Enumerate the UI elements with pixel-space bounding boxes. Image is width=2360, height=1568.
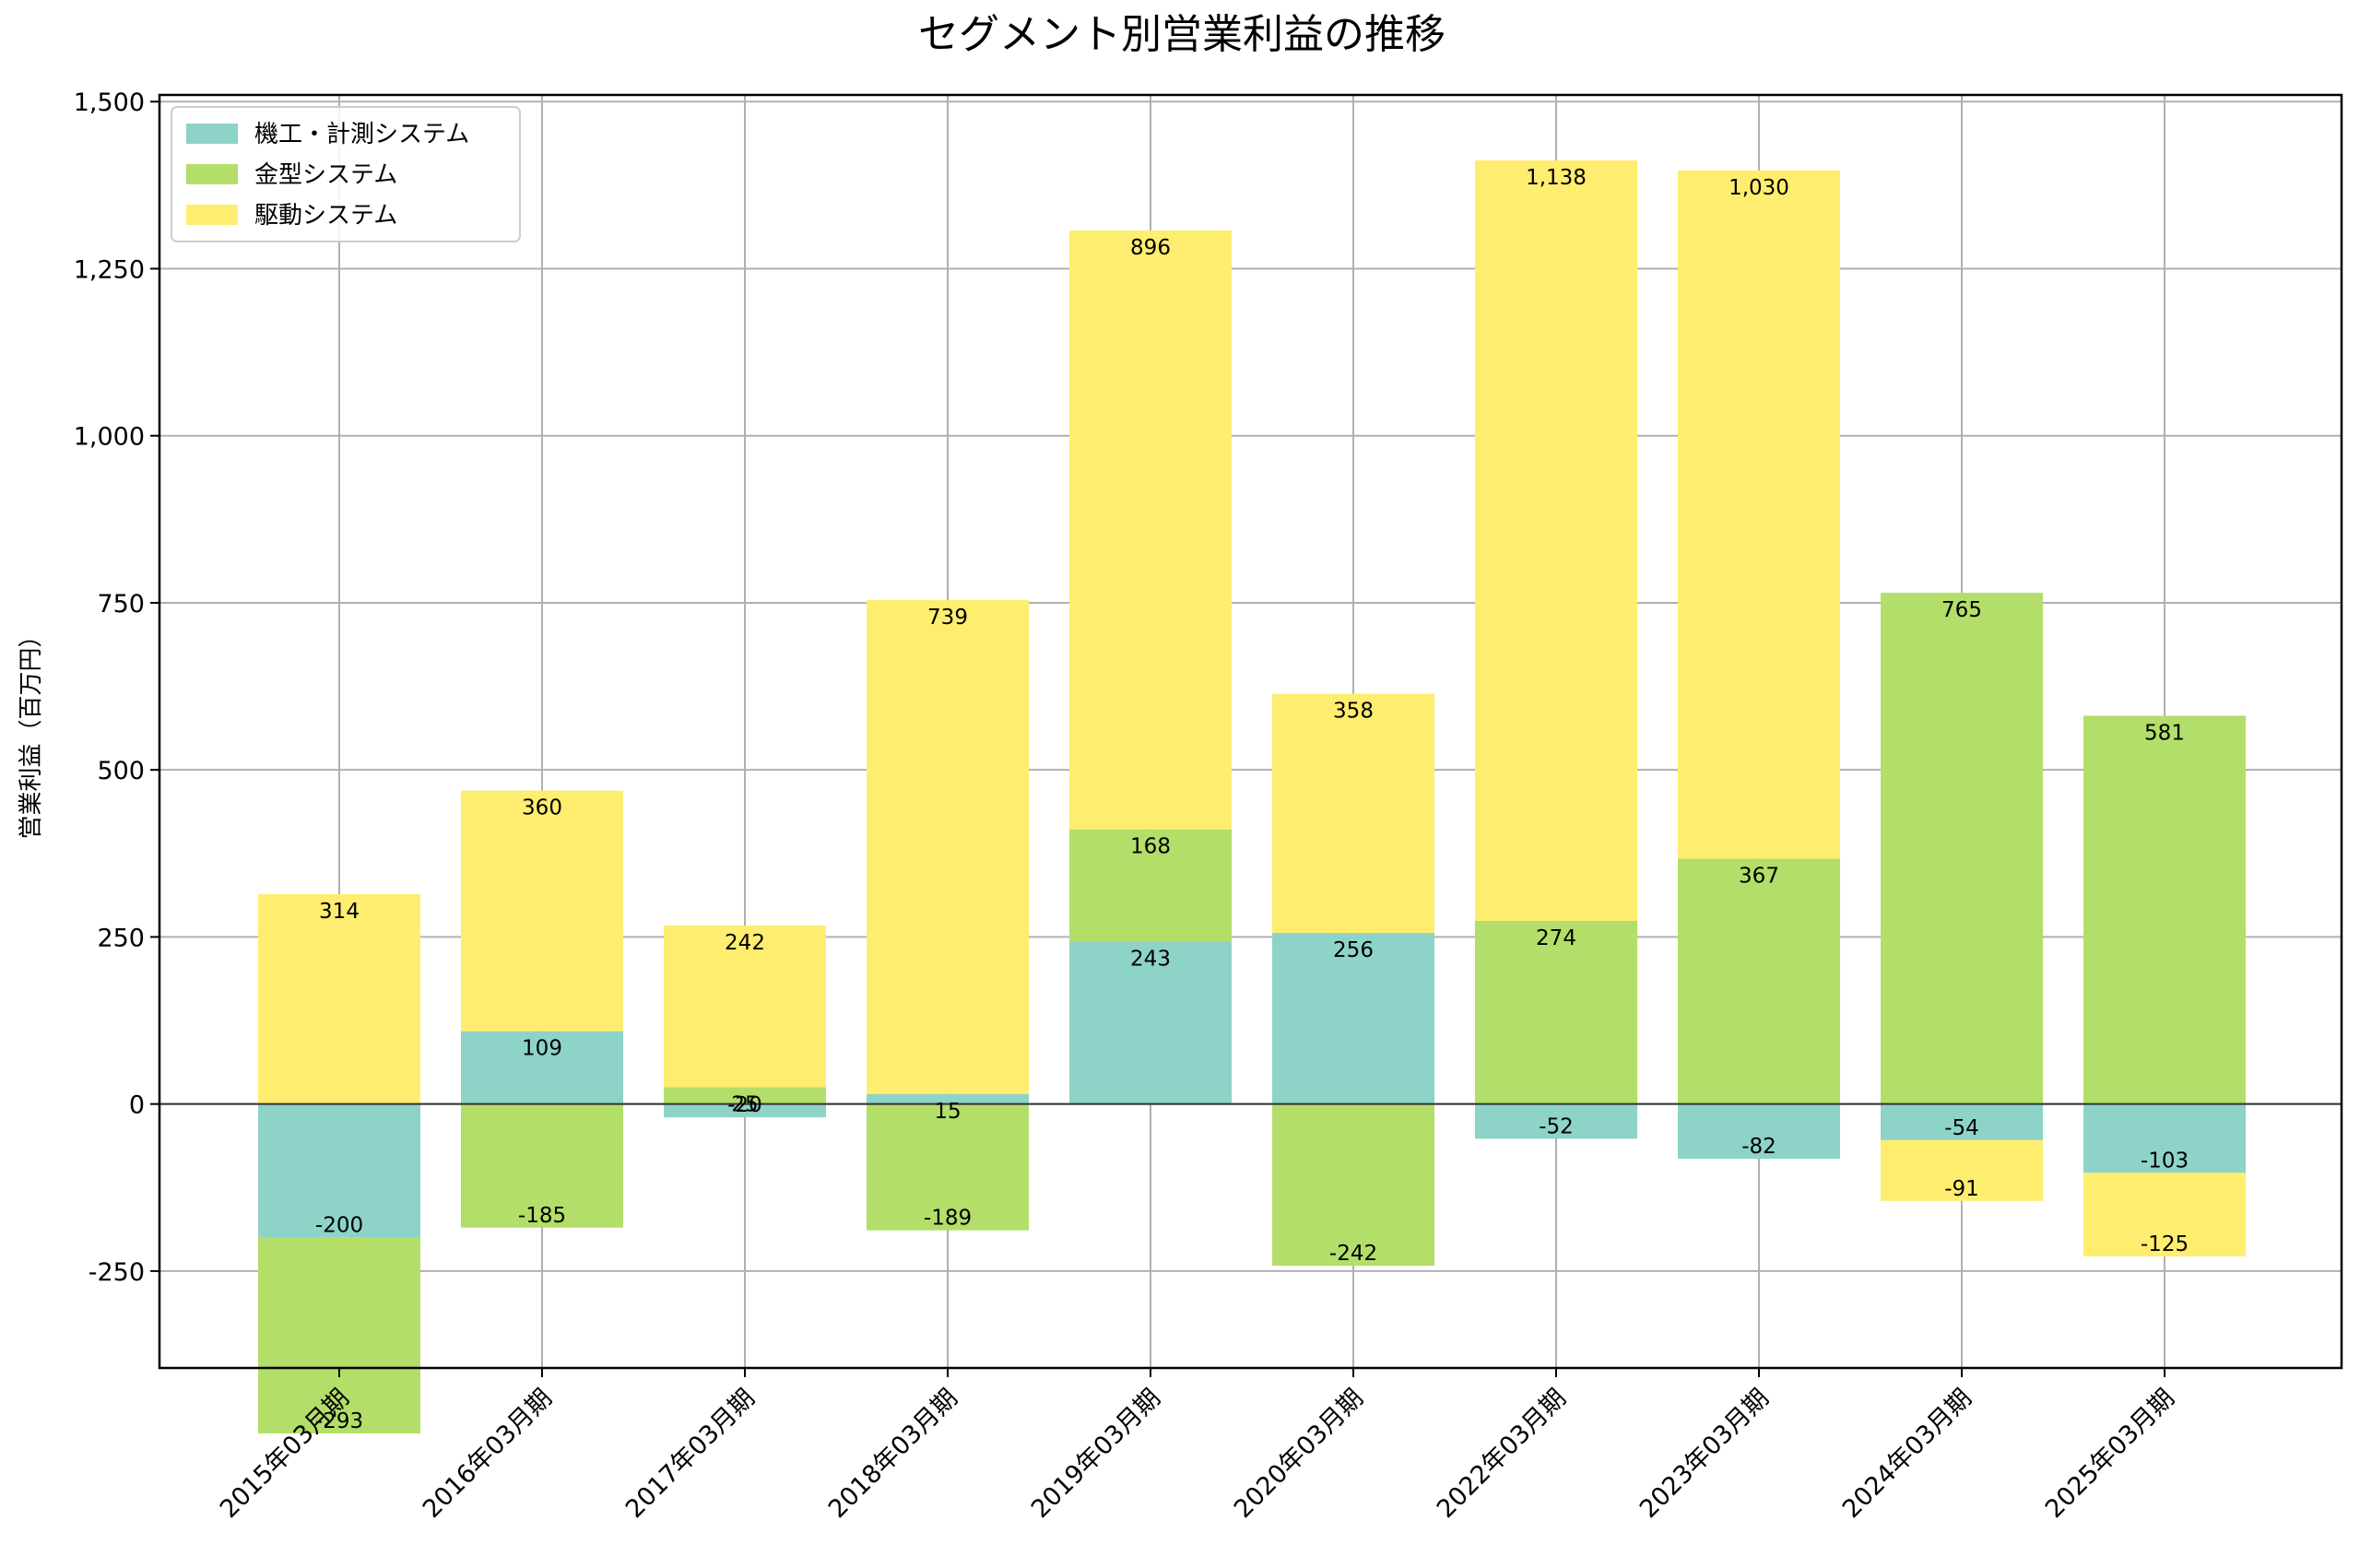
x-tick-label: 2016年03月期 <box>418 1384 558 1524</box>
y-axis-label: 営業利益（百万円） <box>18 623 45 839</box>
bar-data-label: 1,138 <box>1526 166 1587 190</box>
legend-swatch <box>186 205 238 225</box>
x-tick-label: 2020年03月期 <box>1229 1384 1369 1524</box>
bar-segment <box>867 1093 1029 1104</box>
plot-frame <box>158 93 2343 1370</box>
y-tick-label: 1,000 <box>74 423 145 452</box>
bar-segment <box>664 1103 826 1118</box>
y-tick-label: 1,500 <box>74 88 145 117</box>
chart-title: セグメント別営業利益の推移 <box>918 11 1446 58</box>
bar-segment <box>2083 715 2246 1104</box>
x-tick-label: 2018年03月期 <box>823 1384 963 1524</box>
bar-data-label: 314 <box>319 900 360 924</box>
y-tick-label: 1,250 <box>74 255 145 284</box>
bar-data-label: -91 <box>1944 1177 1979 1201</box>
bar-segment <box>1069 941 1232 1104</box>
bar-segment <box>461 1103 623 1228</box>
legend-entry-label[interactable]: 金型システム <box>254 161 397 189</box>
bar-data-label: 242 <box>725 931 765 955</box>
bar-data-label: -20 <box>727 1093 762 1117</box>
bar-segment <box>664 1087 826 1104</box>
y-tick-label: 750 <box>97 590 145 619</box>
bar-data-label: 15 <box>934 1100 961 1124</box>
bar-segment <box>664 925 826 1088</box>
x-tick-label: 2019年03月期 <box>1026 1384 1166 1524</box>
bar-segment <box>1272 1103 1434 1267</box>
bar-segment <box>1881 1103 2043 1140</box>
bar-data-label: 1,030 <box>1729 176 1789 200</box>
bar-segment <box>1881 1139 2043 1201</box>
bar-segment <box>258 1103 420 1238</box>
bar-segment <box>1069 230 1232 830</box>
bar-segment <box>1475 160 1637 922</box>
bar-segment <box>461 790 623 1032</box>
bar-segment <box>1475 921 1637 1104</box>
y-tick-label: 250 <box>97 924 145 952</box>
bar-data-label: -82 <box>1741 1135 1776 1159</box>
bar-data-label: -242 <box>1329 1242 1377 1266</box>
x-tick-label: 2024年03月期 <box>1837 1384 1977 1524</box>
bar-data-label: -293 <box>315 1409 363 1433</box>
bar-data-label: 581 <box>2144 721 2185 745</box>
bar-data-label: -185 <box>518 1204 566 1228</box>
bar-segment <box>1475 1103 1637 1139</box>
x-tick-label: 2023年03月期 <box>1634 1384 1775 1524</box>
bar-segment <box>1272 933 1434 1104</box>
y-tick-label: 0 <box>129 1091 145 1120</box>
bar-data-label: 274 <box>1536 926 1576 950</box>
legend-entry-label[interactable]: 駆動システム <box>254 202 397 230</box>
bar-segment <box>867 1103 1029 1231</box>
bars-layer <box>258 160 2246 1434</box>
y-tick-label: -250 <box>88 1258 145 1287</box>
bar-data-label: 243 <box>1130 947 1171 971</box>
bar-data-label: 109 <box>522 1037 562 1061</box>
bar-data-label: -189 <box>924 1207 972 1231</box>
bar-segment <box>2083 1173 2246 1256</box>
legend-entry-label[interactable]: 機工・計測システム <box>254 121 469 148</box>
x-tick-label: 2025年03月期 <box>2040 1384 2180 1524</box>
bar-data-label: -125 <box>2141 1232 2189 1256</box>
bar-segment <box>1272 693 1434 934</box>
bar-segment <box>1678 858 1840 1104</box>
legend-box <box>171 106 521 242</box>
bar-data-label: -103 <box>2141 1149 2189 1173</box>
bar-segment <box>258 894 420 1104</box>
bar-data-label: 765 <box>1941 598 1982 622</box>
bar-data-label: 896 <box>1130 236 1171 260</box>
bar-data-label: 256 <box>1333 938 1374 962</box>
data-labels-layer: -200 109 -20 15 243 256 -52 -82 -54 -103 -293 -185 2… <box>315 166 2189 1433</box>
bar-segment <box>258 1237 420 1434</box>
x-tick-label: 2017年03月期 <box>620 1384 761 1524</box>
bar-data-label: -52 <box>1539 1114 1574 1138</box>
bar-data-label: -200 <box>315 1214 363 1238</box>
y-tick-label: 500 <box>97 757 145 785</box>
bar-segment <box>2083 1103 2246 1173</box>
bar-segment <box>1678 1103 1840 1160</box>
bar-segment <box>1069 829 1232 942</box>
bar-data-label: 168 <box>1130 835 1171 859</box>
legend-swatch <box>186 164 238 184</box>
bar-segment <box>1881 593 2043 1104</box>
legend-swatch <box>186 124 238 144</box>
bar-data-label: 739 <box>927 606 968 630</box>
bar-data-label: 25 <box>731 1093 758 1117</box>
bar-segment <box>867 600 1029 1094</box>
bar-data-label: 367 <box>1739 865 1779 889</box>
bar-data-label: 360 <box>522 796 562 820</box>
bar-data-label: 358 <box>1333 700 1374 724</box>
bar-segment <box>1678 170 1840 859</box>
bar-segment <box>461 1031 623 1104</box>
x-tick-label: 2022年03月期 <box>1432 1384 1572 1524</box>
bar-data-label: -54 <box>1944 1116 1979 1140</box>
